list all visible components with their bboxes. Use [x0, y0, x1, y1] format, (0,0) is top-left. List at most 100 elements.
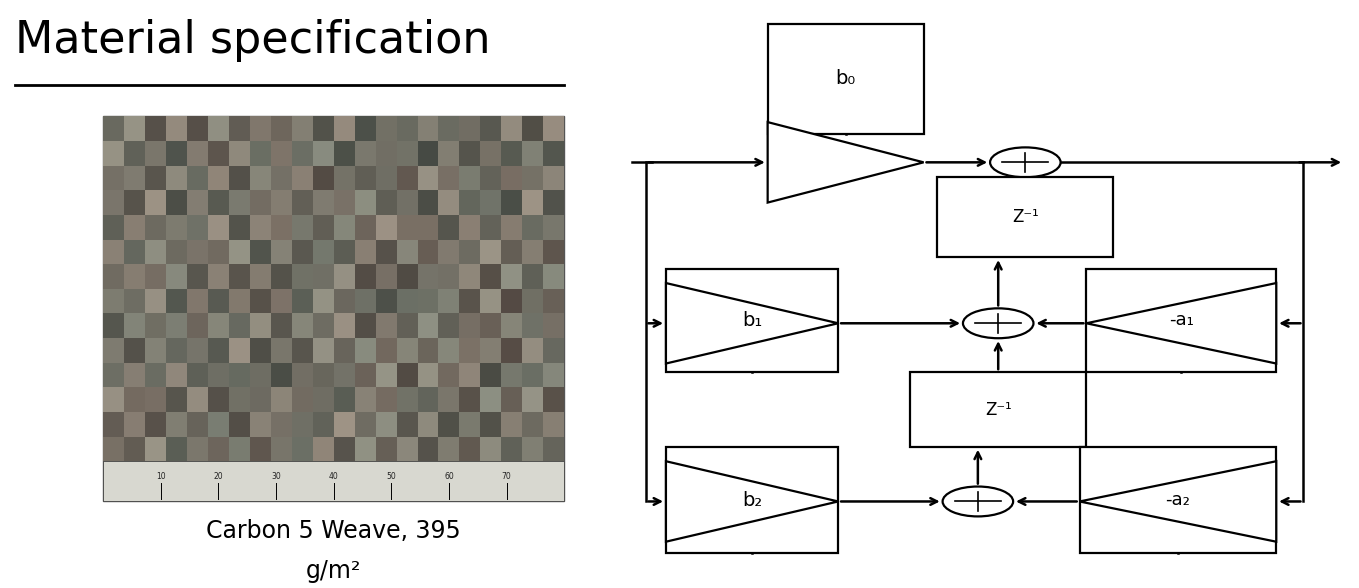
Bar	[439, 116, 459, 141]
Bar	[250, 141, 270, 166]
Bar	[103, 412, 124, 437]
Bar	[397, 166, 417, 191]
Bar	[124, 387, 145, 412]
Bar	[292, 387, 313, 412]
Bar	[439, 387, 459, 412]
Bar	[166, 141, 188, 166]
Bar	[166, 338, 188, 363]
Text: Material specification: Material specification	[15, 19, 491, 62]
Bar	[355, 239, 375, 264]
Bar	[124, 141, 145, 166]
Bar	[313, 166, 334, 191]
Bar	[292, 289, 313, 313]
Bar	[439, 338, 459, 363]
Bar	[250, 166, 270, 191]
Bar	[292, 141, 313, 166]
Bar	[270, 264, 292, 289]
Bar	[103, 141, 124, 166]
Bar	[124, 363, 145, 387]
Bar	[270, 116, 292, 141]
Bar	[124, 215, 145, 239]
Bar	[417, 141, 439, 166]
Bar	[103, 289, 124, 313]
Bar	[480, 239, 501, 264]
Bar	[522, 141, 544, 166]
Bar	[208, 412, 228, 437]
Bar	[228, 191, 250, 215]
Bar	[166, 437, 188, 461]
Bar	[355, 387, 375, 412]
Bar	[166, 363, 188, 387]
Bar	[270, 412, 292, 437]
Bar	[480, 166, 501, 191]
Bar	[439, 239, 459, 264]
Bar	[459, 437, 480, 461]
Bar	[166, 412, 188, 437]
Bar	[166, 166, 188, 191]
Bar	[355, 215, 375, 239]
Bar	[544, 437, 564, 461]
Bar	[544, 313, 564, 338]
Bar	[103, 116, 564, 502]
Bar	[250, 412, 270, 437]
Bar	[375, 289, 397, 313]
Bar	[124, 191, 145, 215]
Bar	[270, 437, 292, 461]
Bar	[544, 387, 564, 412]
Bar	[459, 166, 480, 191]
Bar	[522, 116, 544, 141]
Bar	[375, 141, 397, 166]
Bar	[270, 215, 292, 239]
Bar	[103, 437, 124, 461]
Bar	[544, 412, 564, 437]
Bar	[313, 264, 334, 289]
Bar	[480, 387, 501, 412]
Bar	[292, 363, 313, 387]
Bar	[334, 363, 355, 387]
Bar	[355, 412, 375, 437]
Bar	[375, 437, 397, 461]
Bar	[313, 141, 334, 166]
Bar	[313, 387, 334, 412]
Bar	[145, 141, 166, 166]
Text: 10: 10	[156, 472, 166, 482]
Bar	[228, 239, 250, 264]
Bar	[666, 269, 839, 372]
Bar	[522, 437, 544, 461]
Bar	[459, 412, 480, 437]
Bar	[501, 191, 522, 215]
Bar	[375, 313, 397, 338]
Bar	[417, 264, 439, 289]
Bar	[292, 191, 313, 215]
Bar	[145, 437, 166, 461]
Bar	[355, 289, 375, 313]
Bar	[522, 313, 544, 338]
Bar	[208, 387, 228, 412]
Bar	[124, 289, 145, 313]
Bar	[124, 412, 145, 437]
Bar	[145, 387, 166, 412]
Bar	[375, 387, 397, 412]
Bar	[459, 215, 480, 239]
Text: Carbon 5 Weave, 395: Carbon 5 Weave, 395	[207, 519, 461, 543]
Bar	[188, 239, 208, 264]
Bar	[250, 191, 270, 215]
Bar	[417, 116, 439, 141]
Bar	[166, 191, 188, 215]
Bar	[166, 264, 188, 289]
Bar	[208, 191, 228, 215]
Bar	[544, 215, 564, 239]
Bar	[228, 215, 250, 239]
Bar	[768, 24, 924, 133]
Bar	[292, 338, 313, 363]
Bar	[166, 387, 188, 412]
Bar	[501, 437, 522, 461]
Bar	[166, 215, 188, 239]
Bar	[103, 215, 124, 239]
Bar	[480, 215, 501, 239]
Bar	[501, 363, 522, 387]
Bar	[228, 166, 250, 191]
Bar	[375, 264, 397, 289]
Bar	[439, 289, 459, 313]
Polygon shape	[768, 122, 924, 203]
